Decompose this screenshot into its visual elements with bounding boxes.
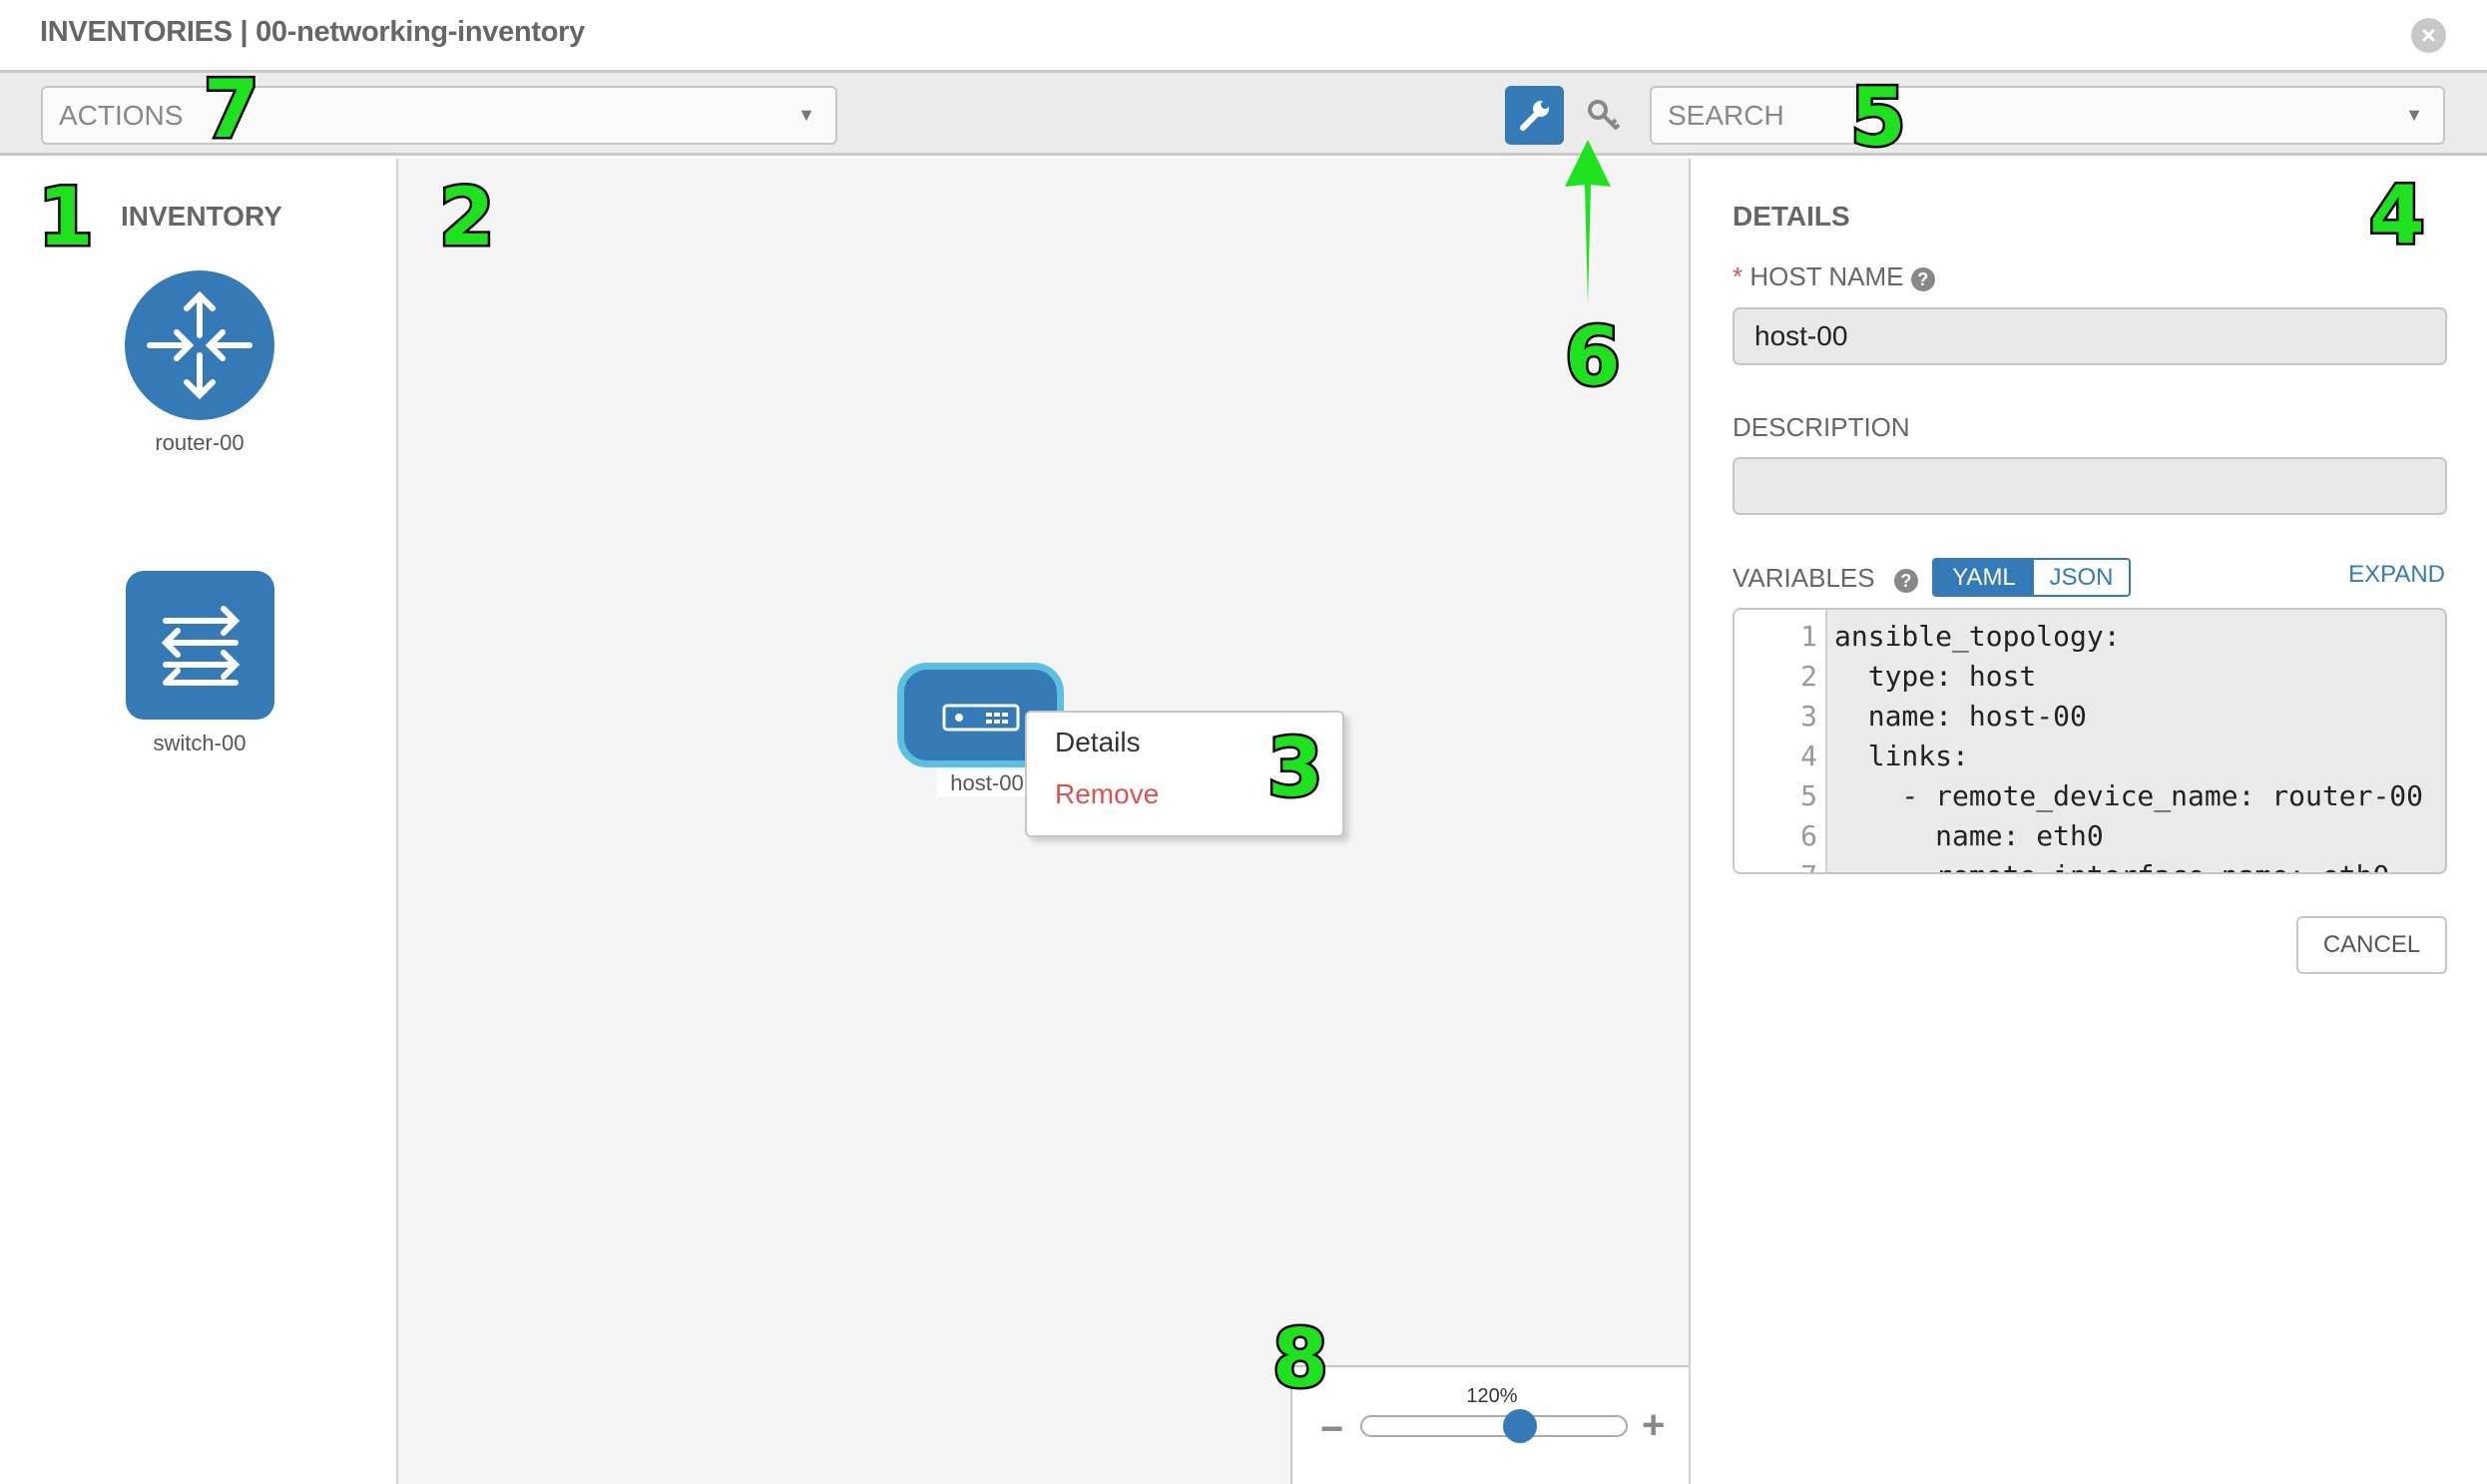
router-icon bbox=[125, 270, 274, 420]
inventory-panel: INVENTORY router-00 switch-00 bbox=[0, 159, 398, 1484]
annotation-3: 3 bbox=[1265, 722, 1326, 814]
line-number: 5 bbox=[1800, 779, 1817, 812]
annotation-1: 1 bbox=[36, 171, 97, 263]
menu-item-remove[interactable]: Remove bbox=[1055, 778, 1160, 809]
router-label: router-00 bbox=[155, 430, 245, 455]
line-number: 4 bbox=[1800, 740, 1817, 772]
annotation-2: 2 bbox=[437, 171, 498, 263]
switch-label: switch-00 bbox=[153, 731, 247, 755]
host-label: host-00 bbox=[937, 770, 1037, 796]
topology-canvas[interactable]: host-00 Details Remove 120% − + bbox=[398, 159, 1689, 1484]
title-bar: INVENTORIES | 00-networking-inventory × bbox=[0, 0, 2487, 73]
format-toggle: YAML JSON bbox=[1932, 558, 2131, 597]
help-icon[interactable]: ? bbox=[1893, 569, 1918, 593]
host-name-label-text: HOST NAME bbox=[1749, 261, 1904, 291]
actions-placeholder: ACTIONS bbox=[59, 100, 184, 131]
expand-link[interactable]: EXPAND bbox=[2348, 561, 2445, 588]
zoom-in-button[interactable]: + bbox=[1642, 1403, 1666, 1447]
annotation-5: 5 bbox=[1848, 71, 1909, 164]
router-item[interactable] bbox=[125, 270, 274, 420]
description-label: DESCRIPTION bbox=[1733, 412, 1910, 442]
actions-dropdown[interactable]: ACTIONS ▼ bbox=[41, 86, 837, 145]
variables-editor[interactable]: 1 2 3 4 5 6 7 ansible_topology: type: host nam… bbox=[1733, 608, 2447, 874]
line-number: 3 bbox=[1800, 700, 1817, 733]
annotation-4: 4 bbox=[2367, 169, 2428, 261]
help-icon[interactable]: ? bbox=[1910, 267, 1935, 291]
wrench-button[interactable] bbox=[1505, 86, 1564, 145]
code-line: links: bbox=[1834, 740, 1969, 772]
page-title: INVENTORIES | 00-networking-inventory bbox=[40, 16, 585, 48]
wrench-icon bbox=[1520, 101, 1549, 131]
line-number: 7 bbox=[1800, 859, 1817, 872]
host-name-label: * HOST NAME ? bbox=[1733, 261, 1935, 292]
key-icon bbox=[1588, 100, 1621, 131]
zoom-slider[interactable] bbox=[1360, 1415, 1628, 1437]
required-mark: * bbox=[1733, 261, 1743, 291]
zoom-level: 120% bbox=[1466, 1385, 1518, 1407]
close-icon[interactable]: × bbox=[2411, 18, 2446, 53]
details-panel: DETAILS * HOST NAME ? host-00 DESCRIPTIO… bbox=[1689, 159, 2487, 1484]
zoom-control: 120% − + bbox=[1290, 1365, 1689, 1484]
line-number: 1 bbox=[1800, 620, 1817, 653]
chevron-down-icon: ▼ bbox=[2405, 105, 2423, 125]
line-number: 6 bbox=[1800, 819, 1817, 852]
variables-label-text: VARIABLES bbox=[1733, 563, 1875, 593]
chevron-down-icon: ▼ bbox=[797, 105, 815, 125]
key-button[interactable] bbox=[1585, 97, 1623, 135]
line-number: 2 bbox=[1800, 660, 1817, 693]
cancel-button[interactable]: CANCEL bbox=[2296, 916, 2447, 974]
details-heading: DETAILS bbox=[1733, 201, 1850, 232]
annotation-7: 7 bbox=[202, 63, 262, 156]
json-toggle[interactable]: JSON bbox=[2049, 564, 2114, 591]
code-line: remote_interface_name: eth0 bbox=[1834, 859, 2389, 872]
line-gutter: 1 2 3 4 5 6 7 bbox=[1735, 610, 1827, 872]
menu-item-details[interactable]: Details bbox=[1055, 727, 1141, 757]
zoom-out-button[interactable]: − bbox=[1320, 1407, 1344, 1451]
host-name-input[interactable]: host-00 bbox=[1733, 307, 2447, 365]
code-line: - remote_device_name: router-00 bbox=[1834, 779, 2424, 812]
toolbar: ACTIONS ▼ SEARCH ▼ bbox=[0, 73, 2487, 156]
code-line: name: host-00 bbox=[1834, 700, 2087, 733]
context-menu: Details Remove bbox=[1025, 711, 1344, 837]
annotation-8: 8 bbox=[1270, 1312, 1331, 1405]
search-dropdown[interactable]: SEARCH ▼ bbox=[1650, 86, 2445, 145]
arrow-annotation-icon bbox=[1565, 140, 1611, 304]
code-line: ansible_topology: bbox=[1834, 620, 2121, 653]
description-input[interactable] bbox=[1733, 457, 2447, 515]
code-line: name: eth0 bbox=[1834, 819, 2104, 852]
zoom-slider-handle[interactable] bbox=[1503, 1409, 1538, 1443]
variables-label: VARIABLES ? bbox=[1733, 563, 1918, 594]
server-icon bbox=[942, 704, 1020, 732]
search-placeholder: SEARCH bbox=[1668, 100, 1784, 131]
inventory-heading: INVENTORY bbox=[121, 201, 282, 232]
switch-icon bbox=[161, 606, 241, 686]
yaml-toggle[interactable]: YAML bbox=[1934, 560, 2034, 595]
annotation-6: 6 bbox=[1563, 310, 1624, 403]
code-line: type: host bbox=[1834, 660, 2037, 693]
switch-item[interactable] bbox=[126, 571, 274, 720]
